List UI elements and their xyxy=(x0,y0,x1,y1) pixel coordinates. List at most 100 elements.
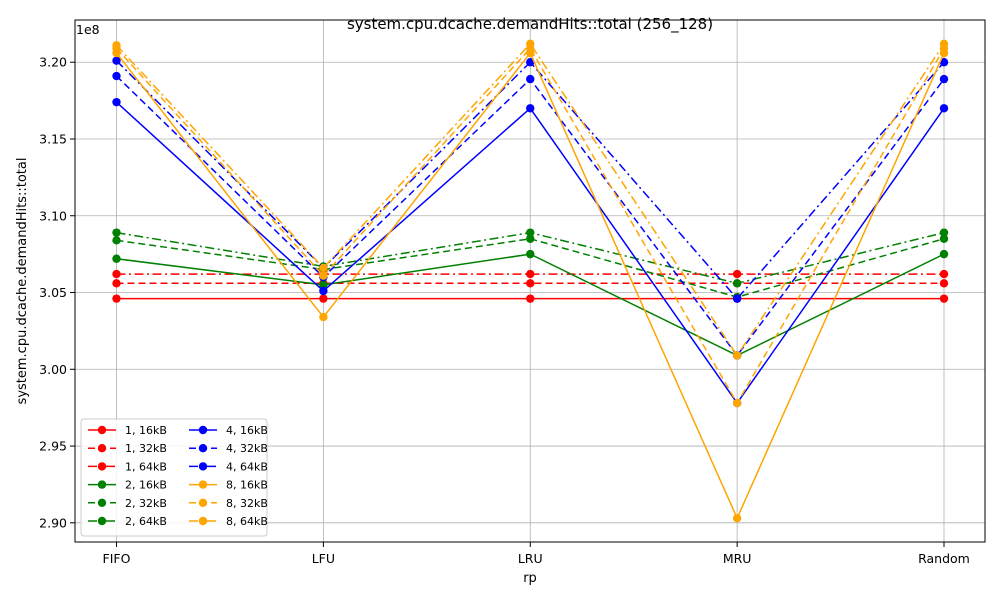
data-point xyxy=(526,294,535,303)
data-point xyxy=(939,249,949,259)
data-point xyxy=(112,56,121,65)
data-point xyxy=(732,294,742,303)
legend-label: 8, 16kB xyxy=(226,479,268,492)
legend-item: 4, 16kB xyxy=(189,424,268,437)
legend-label: 8, 32kB xyxy=(226,497,268,510)
data-point xyxy=(112,97,121,107)
x-tick-label: LRU xyxy=(518,551,543,566)
series-12 xyxy=(112,39,949,360)
data-point xyxy=(939,39,949,48)
series-1 xyxy=(112,294,949,303)
x-tick-label: LFU xyxy=(312,551,335,566)
series-6 xyxy=(112,228,949,288)
x-axis-label: rp xyxy=(523,571,537,586)
data-point xyxy=(319,294,328,303)
legend-swatch-marker xyxy=(198,425,208,435)
data-point xyxy=(526,249,535,259)
data-point xyxy=(319,263,328,273)
legend-item: 8, 16kB xyxy=(189,479,268,492)
data-point xyxy=(732,269,742,279)
series-line xyxy=(115,43,945,357)
legend-item: 2, 32kB xyxy=(88,497,167,510)
y-tick-label: 3.15 xyxy=(39,131,67,146)
data-point xyxy=(319,286,328,296)
legend-swatch-marker xyxy=(198,498,208,507)
legend-box xyxy=(80,418,268,537)
data-point xyxy=(526,279,535,288)
data-point xyxy=(526,104,535,113)
legend-item: 1, 32kB xyxy=(88,442,167,455)
data-point xyxy=(939,74,949,84)
data-point xyxy=(112,71,121,81)
data-point xyxy=(112,294,121,303)
legend-swatch-marker xyxy=(97,444,107,453)
data-point xyxy=(526,74,535,84)
x-tick-label: FIFO xyxy=(103,551,131,566)
data-point xyxy=(939,104,949,113)
y-ticks: 2.90 2.95 3.00 3.05 3.10 3.15 3.20 xyxy=(39,55,75,530)
legend-item: 2, 16kB xyxy=(88,479,167,492)
data-point xyxy=(112,41,121,50)
legend: 1, 16kB 1, 32kB 1, 64kB 2, 16kB 2, 32kB 2, 64… xyxy=(80,418,268,537)
data-point xyxy=(526,228,535,237)
legend-swatch-marker xyxy=(97,498,107,507)
series-line xyxy=(115,47,945,404)
data-point xyxy=(939,228,949,237)
legend-label: 4, 16kB xyxy=(226,424,268,437)
data-point xyxy=(112,279,121,288)
legend-label: 2, 16kB xyxy=(125,479,167,492)
data-point xyxy=(319,312,328,322)
data-point xyxy=(732,279,742,288)
y-axis-label: system.cpu.dcache.demandHits::total xyxy=(15,158,30,405)
legend-swatch-marker xyxy=(97,425,107,435)
legend-swatch-marker xyxy=(198,444,208,453)
legend-item: 8, 64kB xyxy=(189,515,268,528)
legend-item: 4, 64kB xyxy=(189,460,268,473)
series-layer xyxy=(112,39,949,523)
legend-label: 1, 32kB xyxy=(125,442,167,455)
legend-swatch-marker xyxy=(198,462,208,471)
data-point xyxy=(112,236,121,245)
legend-label: 4, 32kB xyxy=(226,442,268,455)
data-point xyxy=(112,269,121,279)
legend-label: 1, 64kB xyxy=(125,460,167,473)
data-point xyxy=(319,271,328,280)
legend-swatch-marker xyxy=(198,516,208,526)
y-tick-label: 3.00 xyxy=(39,362,67,377)
legend-item: 1, 64kB xyxy=(88,460,167,473)
y-tick-label: 3.20 xyxy=(39,55,67,70)
data-point xyxy=(939,269,949,279)
data-point xyxy=(939,279,949,288)
y-tick-label: 3.10 xyxy=(39,208,67,223)
data-point xyxy=(526,269,535,279)
y-offset-label: 1e8 xyxy=(76,22,100,37)
data-point xyxy=(939,234,949,243)
legend-swatch-marker xyxy=(97,516,107,526)
data-point xyxy=(526,58,535,67)
legend-label: 8, 64kB xyxy=(226,515,268,528)
data-point xyxy=(112,228,121,237)
data-point xyxy=(732,514,742,523)
legend-item: 1, 16kB xyxy=(88,424,167,437)
x-tick-label: Random xyxy=(918,551,970,566)
x-tick-label: MRU xyxy=(723,551,752,566)
legend-label: 1, 16kB xyxy=(125,424,167,437)
data-point xyxy=(526,39,535,48)
data-point xyxy=(526,234,535,243)
y-tick-label: 3.05 xyxy=(39,285,67,300)
series-9 xyxy=(112,56,949,303)
data-point xyxy=(319,280,328,290)
y-tick-label: 2.95 xyxy=(39,439,67,454)
legend-item: 8, 32kB xyxy=(189,497,268,510)
legend-item: 4, 32kB xyxy=(189,442,268,455)
data-point xyxy=(112,254,121,263)
legend-item: 2, 64kB xyxy=(88,515,167,528)
data-point xyxy=(732,398,742,408)
legend-swatch-marker xyxy=(198,480,208,489)
legend-swatch-marker xyxy=(97,480,107,489)
data-point xyxy=(732,351,742,360)
legend-label: 2, 32kB xyxy=(125,497,167,510)
legend-label: 4, 64kB xyxy=(226,460,268,473)
data-point xyxy=(939,294,949,303)
